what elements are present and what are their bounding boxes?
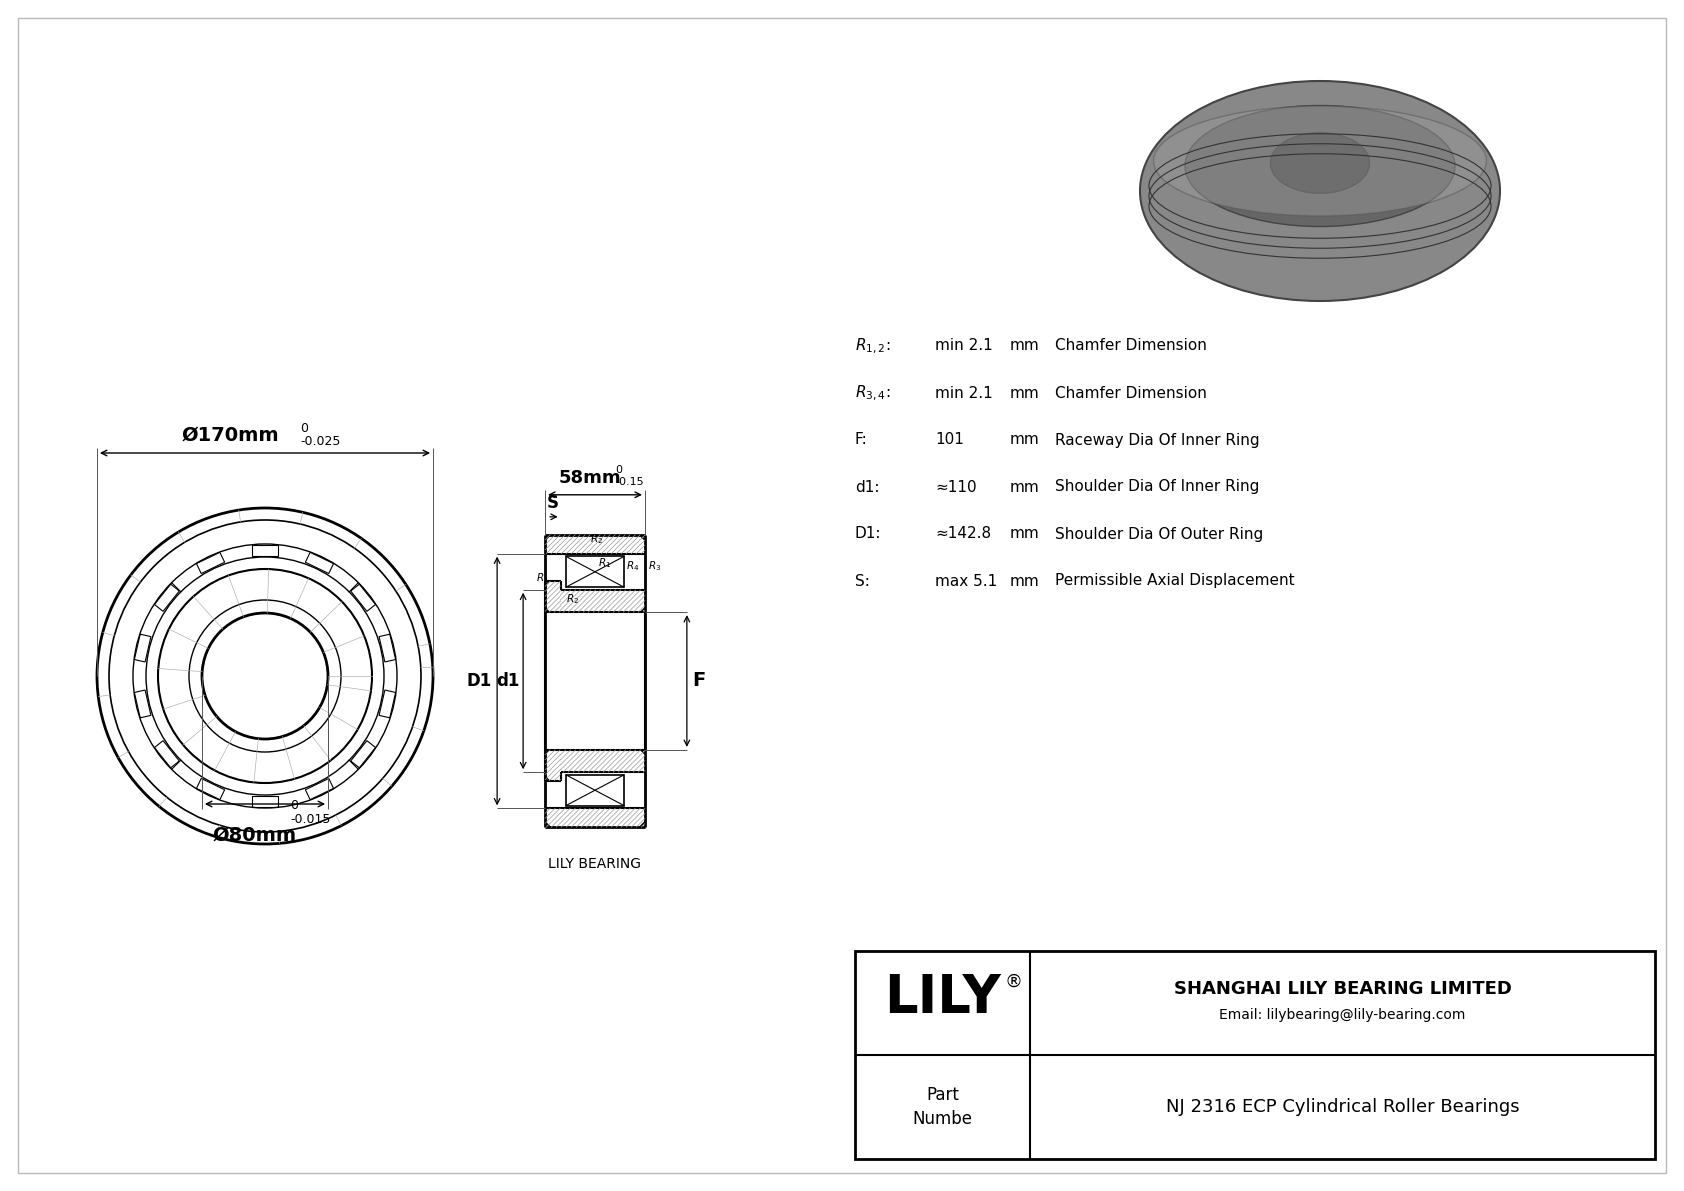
Bar: [566, 774, 625, 805]
Text: Chamfer Dimension: Chamfer Dimension: [1054, 386, 1207, 400]
Bar: [350, 741, 376, 768]
Bar: [379, 634, 396, 662]
Text: $R_2$: $R_2$: [566, 592, 579, 606]
Text: 58mm: 58mm: [559, 469, 621, 487]
Text: Part
Numbe: Part Numbe: [913, 1085, 972, 1129]
Text: Ø80mm: Ø80mm: [212, 827, 296, 844]
Bar: [253, 545, 278, 556]
Bar: [566, 556, 625, 587]
Text: $R_1$: $R_1$: [536, 570, 549, 585]
Text: -0.15: -0.15: [615, 476, 643, 487]
Text: Permissible Axial Displacement: Permissible Axial Displacement: [1054, 574, 1295, 588]
Text: mm: mm: [1010, 338, 1039, 354]
Bar: [135, 690, 152, 718]
Text: min 2.1: min 2.1: [935, 338, 994, 354]
Ellipse shape: [1140, 81, 1500, 301]
Text: Raceway Dia Of Inner Ring: Raceway Dia Of Inner Ring: [1054, 432, 1260, 448]
Text: 101: 101: [935, 432, 963, 448]
Text: max 5.1: max 5.1: [935, 574, 997, 588]
Bar: [350, 584, 376, 611]
Text: d1:: d1:: [855, 480, 879, 494]
Bar: [253, 796, 278, 807]
Text: Chamfer Dimension: Chamfer Dimension: [1054, 338, 1207, 354]
Text: Shoulder Dia Of Inner Ring: Shoulder Dia Of Inner Ring: [1054, 480, 1260, 494]
Bar: [197, 779, 224, 799]
Bar: [197, 553, 224, 574]
Text: d1: d1: [497, 672, 520, 690]
Text: $R_3$: $R_3$: [648, 559, 662, 573]
Ellipse shape: [1154, 106, 1487, 216]
Text: ≈142.8: ≈142.8: [935, 526, 992, 542]
Text: LILY BEARING: LILY BEARING: [549, 858, 642, 871]
Text: F: F: [692, 672, 706, 691]
Ellipse shape: [1270, 132, 1369, 193]
Bar: [135, 634, 152, 662]
Text: min 2.1: min 2.1: [935, 386, 994, 400]
Bar: [855, 950, 1655, 1159]
Text: D1: D1: [466, 672, 492, 690]
Text: Ø170mm: Ø170mm: [182, 426, 280, 445]
Text: -0.025: -0.025: [300, 435, 340, 448]
Text: 0: 0: [615, 464, 621, 475]
Text: mm: mm: [1010, 480, 1039, 494]
Text: ®: ®: [1004, 973, 1022, 991]
Text: NJ 2316 ECP Cylindrical Roller Bearings: NJ 2316 ECP Cylindrical Roller Bearings: [1165, 1098, 1519, 1116]
Bar: [305, 779, 333, 799]
Text: $R_{3,4}$:: $R_{3,4}$:: [855, 384, 891, 403]
Text: 0: 0: [300, 422, 308, 435]
Text: $R_1$: $R_1$: [598, 556, 611, 569]
Text: mm: mm: [1010, 526, 1039, 542]
Text: D1:: D1:: [855, 526, 881, 542]
Text: LILY: LILY: [884, 972, 1000, 1024]
Bar: [379, 690, 396, 718]
Text: mm: mm: [1010, 432, 1039, 448]
Text: F:: F:: [855, 432, 867, 448]
Text: Email: lilybearing@lily-bearing.com: Email: lilybearing@lily-bearing.com: [1219, 1008, 1465, 1022]
Text: 0: 0: [290, 799, 298, 812]
Text: mm: mm: [1010, 386, 1039, 400]
Text: $R_4$: $R_4$: [626, 559, 640, 573]
Text: SHANGHAI LILY BEARING LIMITED: SHANGHAI LILY BEARING LIMITED: [1174, 980, 1512, 998]
Text: $R_2$: $R_2$: [589, 532, 603, 545]
Text: mm: mm: [1010, 574, 1039, 588]
Text: -0.015: -0.015: [290, 813, 330, 827]
Bar: [305, 553, 333, 574]
Bar: [155, 741, 179, 768]
Text: S: S: [547, 494, 559, 512]
Ellipse shape: [1186, 106, 1455, 226]
Text: $R_{1,2}$:: $R_{1,2}$:: [855, 336, 891, 356]
Text: S:: S:: [855, 574, 871, 588]
Text: ≈110: ≈110: [935, 480, 977, 494]
Text: Shoulder Dia Of Outer Ring: Shoulder Dia Of Outer Ring: [1054, 526, 1263, 542]
Bar: [155, 584, 179, 611]
